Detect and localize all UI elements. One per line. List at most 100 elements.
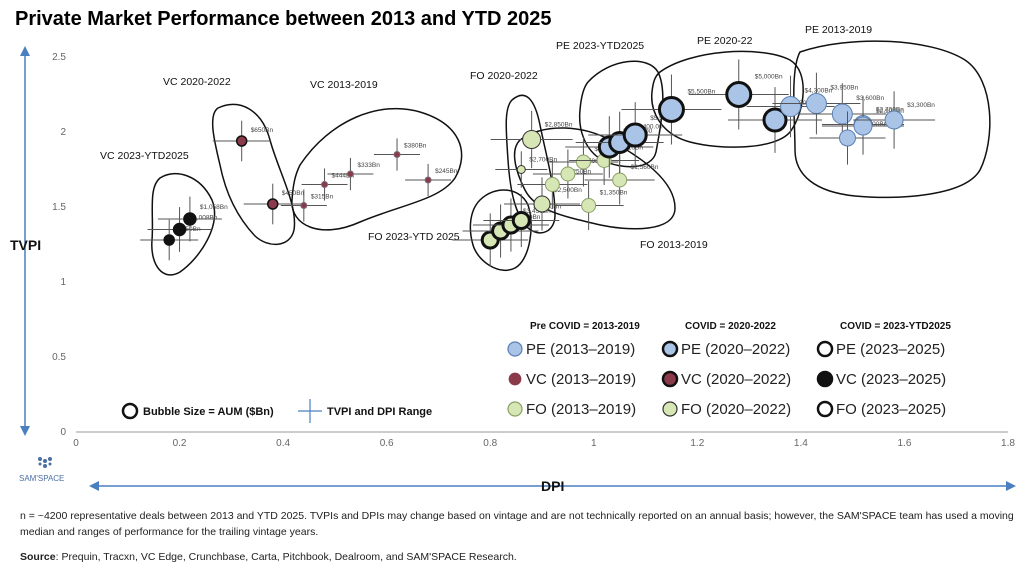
cluster-label-fo-2023: FO 2023-YTD 2025 bbox=[368, 231, 460, 243]
cluster-label-fo-2013: FO 2013-2019 bbox=[640, 239, 708, 251]
aum-label: $450Bn bbox=[282, 190, 305, 197]
source-line: Source: Prequin, Tracxn, VC Edge, Crunch… bbox=[20, 551, 517, 563]
data-point: $1,058Bn bbox=[157, 196, 228, 242]
bubble bbox=[560, 166, 576, 182]
bubble bbox=[321, 181, 329, 188]
legend-swatch bbox=[507, 401, 523, 417]
legend-item: PE (2023–2025) bbox=[816, 340, 945, 358]
aum-label: $2,700Bn bbox=[529, 157, 557, 164]
logo: SAM'SPACE bbox=[19, 457, 64, 483]
legend-swatch bbox=[661, 340, 679, 358]
x-tick-label: 0.6 bbox=[380, 438, 394, 449]
y-axis-label: TVPI bbox=[10, 237, 41, 253]
legend-swatch bbox=[816, 370, 834, 388]
data-point: $5,000Bn bbox=[688, 59, 789, 130]
bubble bbox=[622, 122, 648, 148]
legend: Bubble Size = AUM ($Bn) TVPI and DPI Ran… bbox=[121, 321, 951, 423]
legend-label: FO (2020–2022) bbox=[681, 401, 791, 418]
aum-label: $2,500Bn bbox=[859, 121, 887, 128]
data-point: $2,850Bn bbox=[490, 110, 573, 169]
aum-label: $3,300Bn bbox=[907, 102, 935, 109]
bubble bbox=[300, 202, 308, 209]
aum-label: $1,008Bn bbox=[190, 215, 218, 222]
chart: Private Market Performance between 2013 … bbox=[10, 8, 1016, 494]
x-axis-arrow bbox=[89, 481, 1016, 491]
bubble bbox=[393, 151, 401, 158]
x-tick-label: 0.8 bbox=[483, 438, 497, 449]
cluster-label-vc-2023: VC 2023-YTD2025 bbox=[100, 150, 189, 162]
range-label: TVPI and DPI Range bbox=[327, 406, 432, 418]
logo-text: SAM'SPACE bbox=[19, 474, 64, 483]
cluster-outline-vc-2013 bbox=[291, 107, 463, 231]
legend-label: VC (2020–2022) bbox=[681, 371, 791, 388]
x-tick-label: 0.4 bbox=[276, 438, 290, 449]
cluster-outline-fo-2020 bbox=[505, 94, 556, 234]
bubble bbox=[346, 170, 354, 178]
y-tick-label: 1.5 bbox=[52, 202, 66, 213]
y-tick-label: 2.5 bbox=[52, 52, 66, 63]
data-point: $333Bn bbox=[327, 157, 380, 191]
bubble bbox=[805, 93, 827, 114]
bubble bbox=[522, 130, 542, 149]
bubble bbox=[581, 198, 597, 213]
cluster-outline-fo-2013 bbox=[513, 127, 676, 230]
bubble bbox=[762, 107, 788, 133]
aum-label: $315Bn bbox=[311, 194, 334, 201]
y-tick-label: 1 bbox=[60, 277, 66, 288]
data-point: $1,350Bn bbox=[553, 181, 628, 230]
bubble-size-key: Bubble Size = AUM ($Bn) bbox=[121, 402, 274, 420]
cluster-outline-pe-2023 bbox=[578, 60, 664, 168]
data-point: $4,300Bn bbox=[746, 75, 835, 138]
legend-swatch bbox=[816, 400, 834, 418]
bubble bbox=[235, 135, 248, 147]
logo-mark-icon bbox=[38, 457, 52, 468]
legend-item: FO (2023–2025) bbox=[816, 400, 946, 418]
legend-heading: COVID = 2023-YTD2025 bbox=[840, 321, 951, 332]
aum-label: $3,450Bn bbox=[523, 208, 551, 215]
legend-label: PE (2023–2025) bbox=[836, 341, 945, 358]
bubble bbox=[725, 81, 753, 108]
legend-swatch bbox=[661, 370, 679, 388]
x-tick-label: 1.6 bbox=[897, 438, 911, 449]
cluster-outlines bbox=[151, 40, 991, 276]
x-tick-label: 1.4 bbox=[794, 438, 808, 449]
data-point: $3,300Bn bbox=[853, 91, 935, 149]
aum-label: $333Bn bbox=[357, 162, 380, 169]
bubble bbox=[163, 234, 175, 246]
legend-label: PE (2020–2022) bbox=[681, 341, 790, 358]
data-point: $450Bn bbox=[243, 183, 305, 225]
legend-label: VC (2013–2019) bbox=[526, 371, 636, 388]
cluster-label-fo-2020: FO 2020-2022 bbox=[470, 70, 538, 82]
legend-swatch bbox=[507, 341, 523, 357]
bubble bbox=[612, 172, 628, 188]
x-axis-label: DPI bbox=[541, 478, 564, 494]
source-text: : Prequin, Tracxn, VC Edge, Crunchbase, … bbox=[55, 551, 517, 563]
legend-heading: COVID = 2020-2022 bbox=[685, 321, 776, 332]
data-point: $2,500Bn bbox=[809, 111, 888, 165]
y-axis-arrow bbox=[20, 46, 30, 436]
legend-item: FO (2020–2022) bbox=[662, 401, 791, 418]
aum-label: $5,400.00 bbox=[634, 124, 663, 131]
footnote: n = ~4200 representative deals between 2… bbox=[20, 510, 1014, 538]
aum-label: $3,950Bn bbox=[830, 85, 858, 92]
cluster-label-vc-2013: VC 2013-2019 bbox=[310, 79, 378, 91]
chart-title: Private Market Performance between 2013 … bbox=[15, 8, 552, 30]
aum-label: $444Bn bbox=[332, 173, 355, 180]
x-tick-label: 1.2 bbox=[690, 438, 704, 449]
data-point: $650Bn bbox=[212, 120, 274, 162]
legend-label: FO (2023–2025) bbox=[836, 401, 946, 418]
data-point: $444Bn bbox=[301, 168, 355, 201]
data-point: $950Bn bbox=[140, 219, 201, 261]
aum-label: $2,250Bn bbox=[563, 169, 591, 176]
cluster-label-pe-2013: PE 2013-2019 bbox=[805, 24, 872, 36]
legend-item: VC (2020–2022) bbox=[661, 370, 791, 388]
aum-label: $650Bn bbox=[251, 127, 274, 134]
legend-item: PE (2013–2019) bbox=[507, 341, 635, 358]
data-point: $3,950Bn bbox=[772, 72, 861, 135]
aum-label: $2,850Bn bbox=[545, 122, 573, 129]
data-point: $315Bn bbox=[280, 189, 334, 222]
bubble bbox=[267, 198, 279, 210]
bubble bbox=[838, 129, 856, 147]
source-label: Source bbox=[20, 551, 56, 563]
aum-label: $5,000Bn bbox=[755, 74, 783, 81]
